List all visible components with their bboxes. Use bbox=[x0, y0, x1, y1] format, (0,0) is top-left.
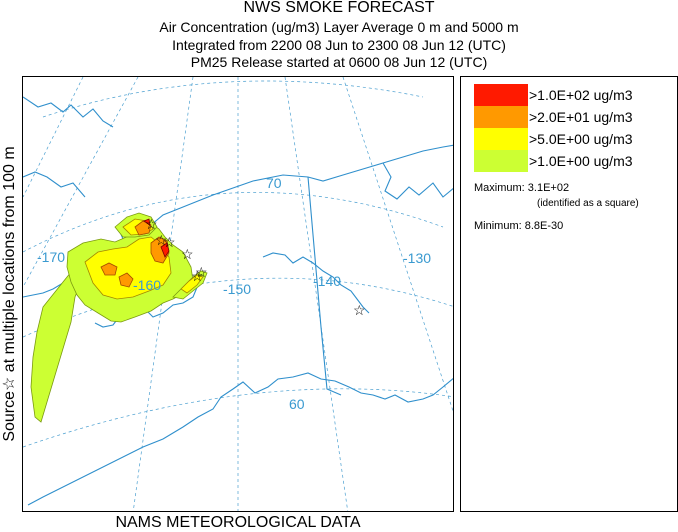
source-marker[interactable]: ☆ bbox=[145, 216, 158, 232]
smoke-area-red-1 bbox=[160, 242, 170, 258]
source-marker[interactable]: ☆ bbox=[181, 246, 194, 262]
source-marker[interactable]: ☆ bbox=[191, 268, 204, 284]
lon-line-140 bbox=[284, 77, 349, 511]
source-marker[interactable]: ☆ bbox=[163, 234, 176, 250]
canada-border bbox=[307, 176, 342, 396]
source-axis-label: Source☆ at multiple locations from 100 m bbox=[0, 76, 18, 512]
alaska-coastline bbox=[23, 144, 453, 506]
concentration-subtitle: Air Concentration (ug/m3) Layer Average … bbox=[159, 19, 519, 35]
lat-label-60: 60 bbox=[289, 396, 305, 412]
lat-line-60 bbox=[23, 388, 453, 448]
lat-label-70: 70 bbox=[266, 175, 282, 191]
lat-line-75 bbox=[42, 80, 424, 118]
legend-swatch-green bbox=[474, 150, 528, 172]
maximum-note: (identified as a square) bbox=[537, 198, 639, 209]
source-marker[interactable]: ☆ bbox=[195, 264, 208, 280]
lon-line-170 bbox=[23, 77, 139, 288]
legend-swatch-orange bbox=[474, 106, 528, 128]
smoke-area-green-west bbox=[30, 266, 82, 423]
lon-label-130: -130 bbox=[403, 250, 431, 266]
smoke-area-yellow-main bbox=[84, 236, 172, 300]
release-info: PM25 Release started at 0600 08 Jun 12 (… bbox=[190, 54, 488, 70]
source-marker[interactable]: ☆ bbox=[155, 232, 168, 248]
concentration-legend: >1.0E+02 ug/m3 >2.0E+01 ug/m3 >5.0E+00 u… bbox=[460, 76, 678, 512]
smoke-area-red-2 bbox=[143, 218, 151, 226]
legend-swatch-yellow bbox=[474, 128, 528, 150]
legend-label-yellow: >5.0E+00 ug/m3 bbox=[529, 131, 633, 147]
lon-label-140: -140 bbox=[313, 273, 341, 289]
lon-line-160 bbox=[132, 77, 194, 511]
source-label-text: Source☆ at multiple locations from 100 m bbox=[1, 146, 18, 442]
page-title: NWS SMOKE FORECAST bbox=[243, 0, 435, 16]
legend-label-red: >1.0E+02 ug/m3 bbox=[529, 87, 633, 103]
data-source-footer: NAMS METEOROLOGICAL DATA bbox=[115, 514, 361, 531]
canadian-arctic-coast bbox=[382, 162, 453, 200]
smoke-area-orange-4 bbox=[118, 272, 134, 288]
map-canvas: -170 -160 -150 -140 -130 70 60 ☆ ☆ ☆ ☆ ☆… bbox=[23, 77, 453, 511]
integration-period: Integrated from 2200 08 Jun to 2300 08 J… bbox=[172, 37, 506, 53]
smoke-area-orange-1 bbox=[134, 220, 152, 236]
lon-label-160: -160 bbox=[133, 277, 161, 293]
legend-label-orange: >2.0E+01 ug/m3 bbox=[529, 109, 633, 125]
minimum-value: Minimum: 8.8E-30 bbox=[474, 220, 564, 232]
smoke-area-orange-3 bbox=[100, 262, 118, 276]
source-marker[interactable]: ☆ bbox=[353, 302, 366, 318]
lon-line-130 bbox=[342, 77, 453, 413]
lon-line-180 bbox=[23, 77, 84, 198]
legend-swatch-red bbox=[474, 84, 528, 106]
smoke-area-yellow-east bbox=[180, 274, 204, 294]
lon-label-170: -170 bbox=[37, 249, 65, 265]
lat-line-70 bbox=[23, 192, 444, 253]
maximum-value: Maximum: 3.1E+02 bbox=[474, 182, 570, 194]
smoke-map[interactable]: -170 -160 -150 -140 -130 70 60 ☆ ☆ ☆ ☆ ☆… bbox=[22, 76, 454, 512]
siberia-coast bbox=[23, 96, 114, 198]
lon-label-150: -150 bbox=[223, 281, 251, 297]
legend-label-green: >1.0E+00 ug/m3 bbox=[529, 153, 633, 169]
